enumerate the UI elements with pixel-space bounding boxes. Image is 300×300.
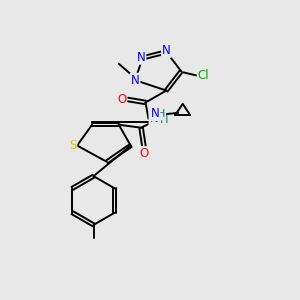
Text: O: O <box>140 147 149 160</box>
Text: O: O <box>117 93 126 106</box>
Text: N: N <box>162 44 171 57</box>
Text: N: N <box>149 112 158 125</box>
Text: Cl: Cl <box>198 69 209 82</box>
Text: N: N <box>151 107 159 120</box>
Text: H: H <box>160 115 168 125</box>
Text: H: H <box>157 109 165 119</box>
Text: N: N <box>137 51 146 64</box>
Text: N: N <box>131 74 140 87</box>
Text: S: S <box>69 139 76 152</box>
